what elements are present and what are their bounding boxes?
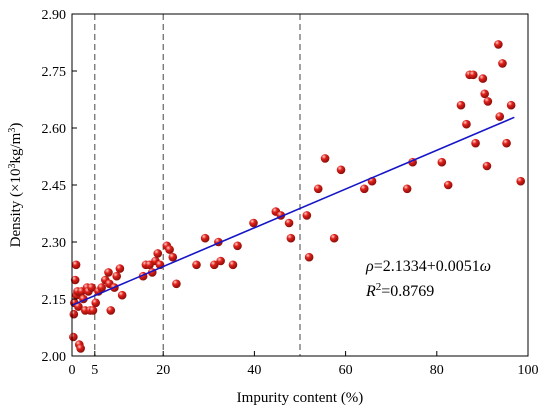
data-point	[313, 184, 323, 194]
x-tick-label: 20	[156, 363, 170, 378]
data-point	[329, 233, 339, 243]
data-point	[456, 100, 466, 110]
r2-sup: 2	[376, 281, 382, 293]
x-tick-label: 40	[247, 363, 261, 378]
y-tick-label: 2.00	[42, 350, 67, 365]
data-point	[70, 275, 80, 285]
data-point	[498, 59, 507, 68]
data-point	[480, 89, 489, 99]
data-point	[506, 100, 516, 110]
axis-ticks: 0 5 20 40 60 80 100 2.00 2.15 2.30 2.45 2.60 2.75 2.9…	[42, 8, 539, 378]
data-point	[359, 184, 369, 194]
data-point	[76, 344, 85, 353]
x-axis-title: Impurity content (%)	[237, 390, 364, 406]
data-point	[153, 249, 163, 258]
data-point	[437, 157, 447, 167]
data-point	[462, 119, 471, 129]
data-point	[209, 260, 219, 270]
y-axis-title-unit: kg/m	[8, 132, 24, 163]
r2-value: =0.8769	[381, 283, 434, 300]
y-axis-title-close: )	[8, 123, 24, 128]
data-point	[117, 290, 127, 300]
data-point	[302, 211, 312, 220]
fit-line	[71, 116, 515, 307]
y-tick-label: 2.90	[42, 8, 67, 23]
r-squared-label: R2=0.8769	[365, 281, 434, 300]
data-point	[320, 154, 330, 163]
reference-lines	[94, 14, 301, 356]
data-point	[115, 264, 125, 273]
x-tick-label: 0	[69, 363, 76, 378]
data-point	[88, 306, 98, 315]
equation-rho: ρ	[365, 258, 374, 275]
data-point	[402, 184, 412, 194]
y-tick-label: 2.45	[42, 179, 67, 194]
y-axis-title: Density (×103kg/m3)	[7, 123, 25, 248]
data-point	[74, 302, 83, 311]
data-point	[112, 271, 121, 281]
data-point	[228, 260, 238, 270]
data-point	[471, 138, 480, 148]
data-point	[494, 40, 503, 49]
x-tick-label: 100	[518, 363, 539, 378]
y-axis-title-sup: 3	[7, 163, 18, 168]
data-point	[172, 279, 181, 289]
y-tick-label: 2.60	[42, 122, 67, 137]
data-point	[97, 283, 106, 292]
data-point	[336, 165, 346, 175]
data-point	[69, 309, 79, 319]
y-tick-label: 2.30	[42, 236, 67, 251]
data-point	[502, 138, 511, 148]
equation-omega: ω	[480, 258, 491, 275]
data-point	[286, 233, 296, 243]
data-point	[192, 260, 201, 270]
y-tick-label: 2.15	[42, 293, 67, 308]
x-tick-label: 60	[339, 363, 353, 378]
data-point	[304, 252, 314, 262]
y-axis-title-main: Density (×10	[8, 168, 24, 247]
data-point	[69, 332, 78, 342]
data-point	[233, 241, 242, 251]
y-tick-label: 2.75	[42, 65, 67, 80]
data-point	[482, 161, 492, 171]
x-tick-label: 5	[91, 363, 98, 378]
fit-equation: ρ=2.1334+0.0051ω	[365, 258, 491, 275]
data-point	[284, 218, 294, 228]
data-point	[106, 306, 116, 315]
data-point	[483, 97, 493, 106]
data-point	[249, 218, 258, 228]
data-point	[468, 70, 478, 80]
data-point	[168, 252, 178, 262]
data-point	[478, 74, 488, 83]
equation-body: =2.1334+0.0051	[374, 258, 480, 275]
data-points	[69, 40, 526, 353]
data-point	[104, 268, 113, 277]
x-tick-label: 80	[430, 363, 444, 378]
data-point	[216, 256, 225, 266]
r2-symbol: R	[365, 283, 376, 300]
data-point	[71, 260, 81, 270]
y-axis-title-sup2: 3	[7, 128, 18, 133]
data-point	[91, 298, 101, 308]
data-point	[200, 233, 210, 243]
fit-line-group	[71, 116, 515, 307]
data-point	[165, 245, 174, 254]
data-point	[87, 283, 96, 292]
data-point	[443, 180, 453, 190]
data-point	[495, 112, 505, 121]
data-point	[516, 176, 526, 186]
